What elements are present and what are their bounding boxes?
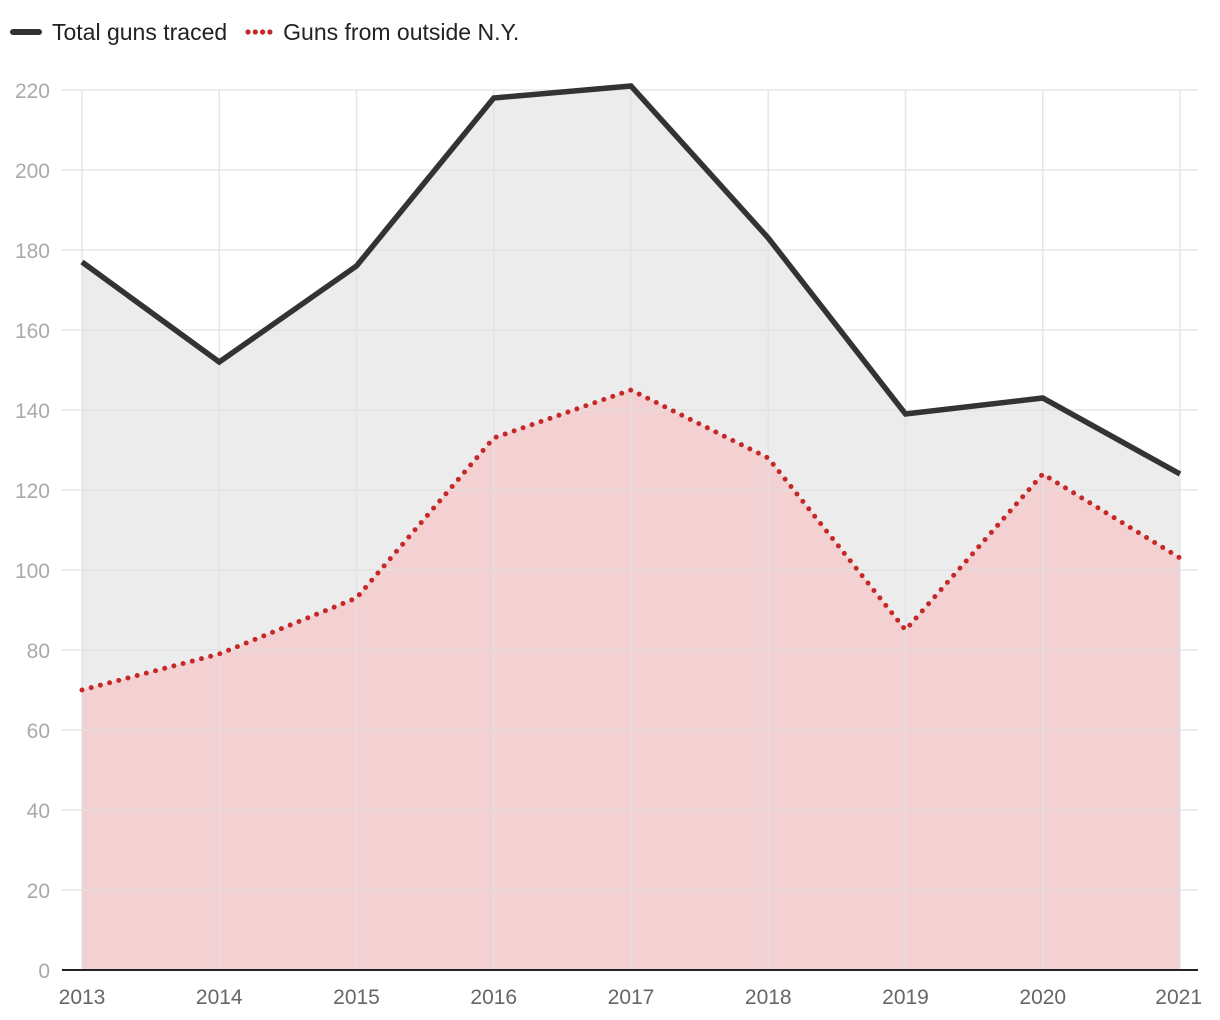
legend-label-total: Total guns traced (52, 18, 228, 45)
series-line-total (80, 83, 1182, 477)
series-line-outside (79, 387, 1183, 693)
data-point-outside (80, 688, 85, 693)
x-tick-label: 2016 (470, 986, 517, 1009)
data-point-outside (1178, 556, 1183, 561)
legend: Total guns traced Guns from outside N.Y. (10, 16, 537, 48)
legend-label-outside: Guns from outside N.Y. (283, 18, 520, 45)
y-tick-label: 220 (15, 80, 50, 103)
data-point-total (1178, 472, 1183, 477)
x-tick-label: 2015 (333, 986, 380, 1009)
data-point-outside (491, 436, 496, 441)
data-point-outside (217, 652, 222, 657)
y-tick-label: 180 (15, 240, 50, 263)
y-tick-label: 100 (15, 560, 50, 583)
data-point-total (629, 84, 634, 89)
legend-item-outside: Guns from outside N.Y. (245, 19, 519, 46)
y-tick-label: 60 (27, 720, 50, 743)
data-point-total (80, 260, 85, 265)
y-tick-label: 0 (38, 960, 50, 983)
data-point-outside (903, 628, 908, 633)
data-point-total (217, 360, 222, 365)
legend-swatch-solid-line (10, 29, 42, 35)
x-tick-label: 2020 (1019, 986, 1066, 1009)
data-point-outside (766, 456, 771, 461)
x-tick-label: 2014 (196, 986, 243, 1009)
data-point-total (491, 96, 496, 101)
x-tick-label: 2018 (745, 986, 792, 1009)
legend-swatch-dotted-line (245, 29, 273, 35)
y-tick-label: 20 (27, 880, 50, 903)
data-point-total (766, 236, 771, 241)
data-point-total (903, 412, 908, 417)
x-tick-label: 2019 (882, 986, 929, 1009)
y-tick-label: 40 (27, 800, 50, 823)
y-tick-label: 200 (15, 160, 50, 183)
data-point-outside (354, 596, 359, 601)
y-tick-label: 160 (15, 320, 50, 343)
y-tick-label: 140 (15, 400, 50, 423)
x-tick-label: 2017 (608, 986, 655, 1009)
x-tick-label: 2013 (59, 986, 106, 1009)
x-tick-label: 2021 (1155, 986, 1202, 1009)
data-point-outside (629, 388, 634, 393)
data-point-total (1040, 396, 1045, 401)
y-tick-label: 120 (15, 480, 50, 503)
legend-item-total: Total guns traced (10, 19, 227, 46)
y-tick-label: 80 (27, 640, 50, 663)
data-point-total (354, 264, 359, 269)
data-point-outside (1040, 472, 1045, 477)
